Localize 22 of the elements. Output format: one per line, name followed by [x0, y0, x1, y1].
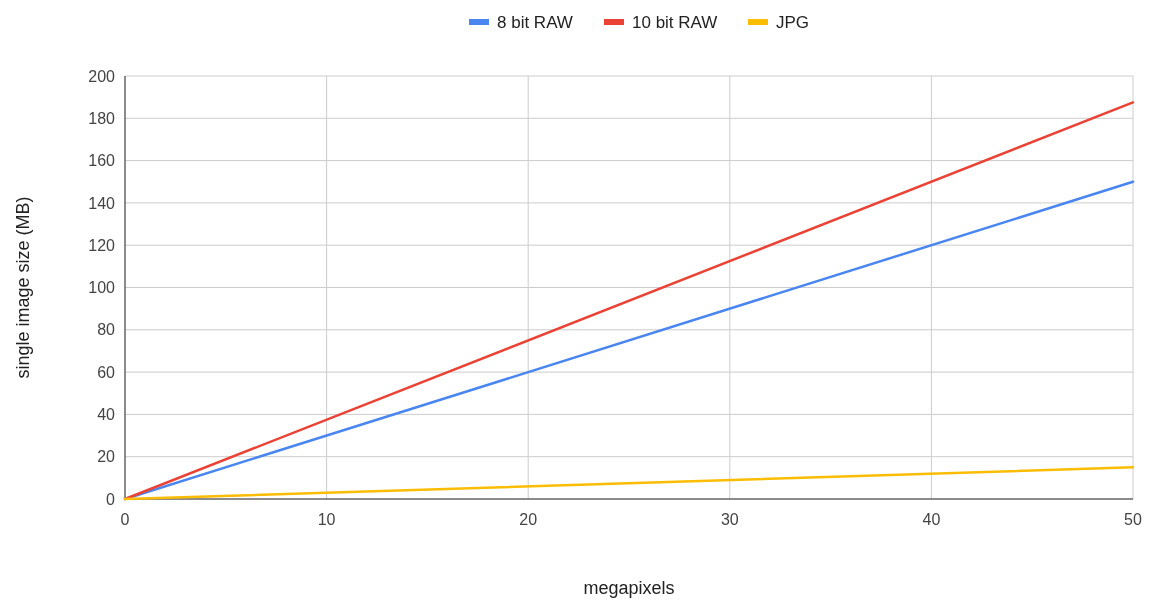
legend-label: JPG: [776, 12, 810, 32]
y-tick-label: 180: [88, 109, 116, 127]
x-tick-label: 0: [120, 511, 130, 528]
y-axis-title: single image size (MB): [13, 196, 33, 379]
y-tick-label: 140: [88, 194, 116, 212]
x-tick-label: 50: [1124, 511, 1142, 528]
legend-label: 8 bit RAW: [497, 12, 573, 32]
y-tick-label: 40: [97, 406, 116, 423]
y-tick-label: 80: [97, 321, 116, 339]
y-tick-label: 20: [97, 448, 116, 466]
y-tick-label: 100: [88, 279, 116, 297]
x-axis-title: megapixels: [583, 578, 675, 598]
y-tick-label: 60: [97, 363, 116, 381]
x-tick-label: 20: [519, 511, 538, 528]
x-tick-label: 30: [720, 511, 739, 528]
x-tick-label: 40: [922, 511, 941, 528]
y-tick-label: 160: [88, 152, 116, 170]
x-tick-label: 10: [317, 511, 336, 528]
legend-label: 10 bit RAW: [632, 12, 718, 32]
y-tick-label: 200: [88, 67, 116, 85]
y-tick-label: 0: [106, 490, 116, 508]
y-tick-label: 120: [88, 236, 116, 254]
